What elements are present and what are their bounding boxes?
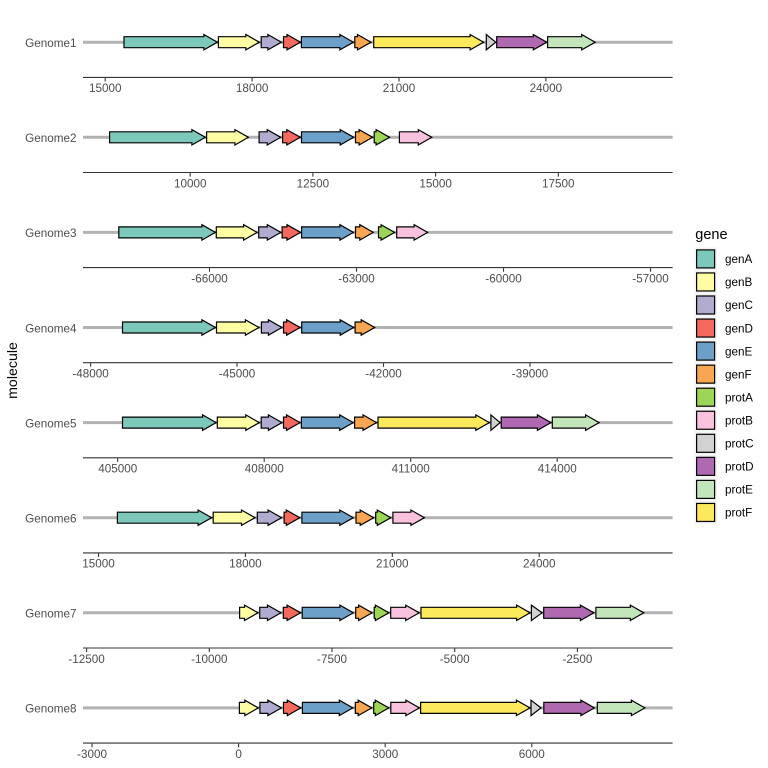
svg-text:10000: 10000 [174,177,207,190]
svg-text:3000: 3000 [372,748,399,761]
svg-text:-66000: -66000 [191,272,228,285]
svg-text:24000: 24000 [523,558,556,571]
svg-text:molecule: molecule [5,342,21,399]
svg-text:Genome8: Genome8 [25,703,76,716]
svg-text:protD: protD [725,461,754,474]
svg-text:protA: protA [725,391,753,404]
svg-text:405000: 405000 [98,463,138,476]
svg-text:-60000: -60000 [485,272,522,285]
svg-text:genD: genD [725,322,753,335]
svg-text:Genome2: Genome2 [25,132,76,145]
svg-text:-57000: -57000 [632,272,669,285]
svg-text:21000: 21000 [383,82,416,95]
svg-text:gene: gene [695,227,727,243]
svg-text:15000: 15000 [419,177,452,190]
svg-text:protC: protC [725,438,754,451]
svg-text:12500: 12500 [297,177,330,190]
svg-text:Genome3: Genome3 [25,227,76,240]
svg-text:18000: 18000 [229,558,262,571]
svg-text:-10000: -10000 [191,653,228,666]
svg-text:protE: protE [725,484,753,497]
svg-text:Genome5: Genome5 [25,417,77,430]
svg-text:24000: 24000 [530,82,563,95]
svg-text:genE: genE [725,345,753,358]
svg-text:-2500: -2500 [562,653,592,666]
svg-text:-48000: -48000 [72,367,109,380]
svg-text:Genome4: Genome4 [25,322,77,335]
svg-text:414000: 414000 [538,463,578,476]
svg-text:genF: genF [725,368,752,381]
svg-text:0: 0 [235,748,242,761]
svg-text:411000: 411000 [392,463,431,476]
svg-text:genB: genB [725,276,753,289]
svg-text:-42000: -42000 [365,367,402,380]
svg-text:18000: 18000 [236,82,269,95]
svg-text:Genome6: Genome6 [25,512,76,525]
svg-text:protF: protF [725,507,752,520]
svg-text:-45000: -45000 [219,367,256,380]
svg-text:Genome1: Genome1 [25,37,76,50]
svg-text:-63000: -63000 [338,272,375,285]
svg-text:genA: genA [725,253,753,266]
svg-text:-12500: -12500 [68,653,105,666]
svg-text:408000: 408000 [245,463,285,476]
svg-text:protB: protB [725,414,753,427]
svg-text:-3000: -3000 [77,748,107,761]
svg-text:-7500: -7500 [317,653,347,666]
svg-text:-5000: -5000 [440,653,470,666]
svg-text:15000: 15000 [89,82,122,95]
svg-text:17500: 17500 [542,177,575,190]
svg-text:15000: 15000 [82,558,115,571]
svg-text:21000: 21000 [376,558,409,571]
svg-text:Genome7: Genome7 [25,608,76,621]
svg-text:genC: genC [725,299,753,312]
svg-text:6000: 6000 [519,748,546,761]
svg-text:-39000: -39000 [512,367,549,380]
